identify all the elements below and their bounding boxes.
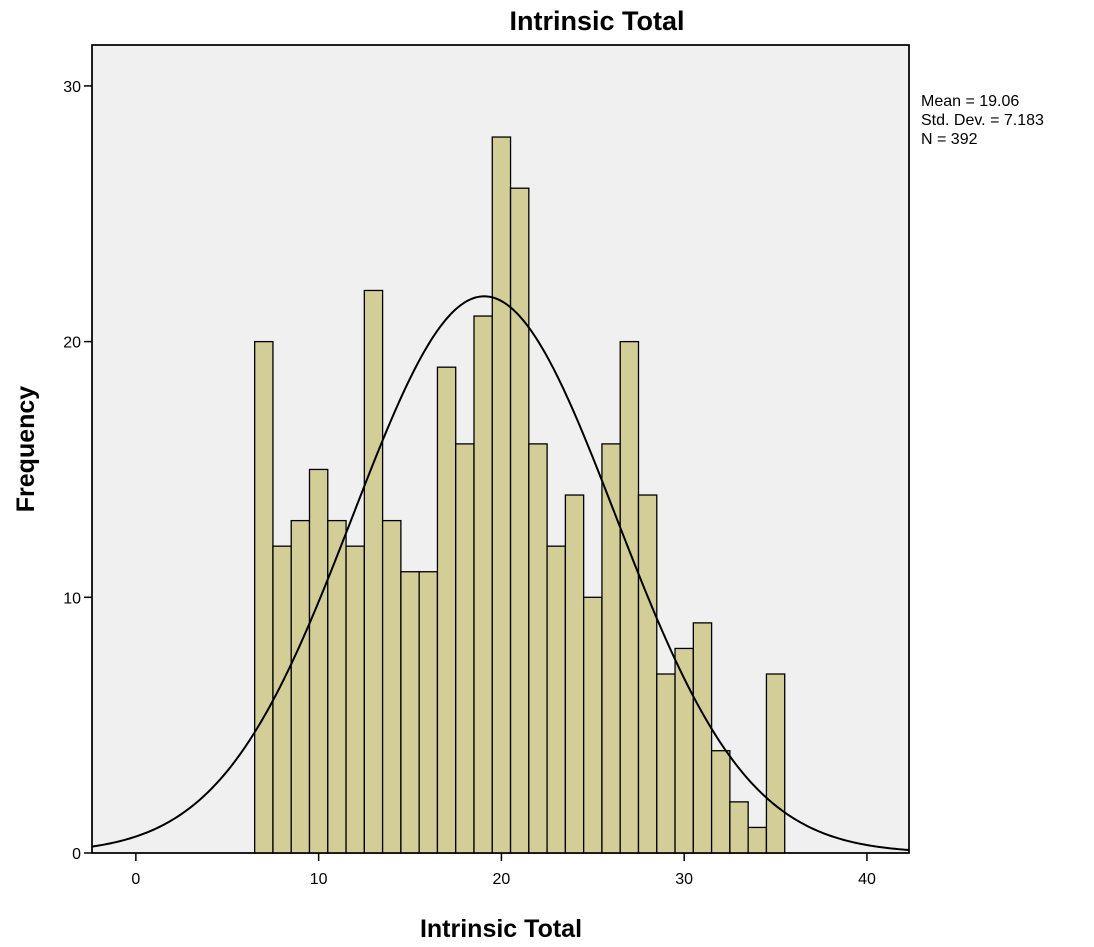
histogram-bar [765,673,786,854]
y-tick-label: 20 [63,335,81,352]
histogram-bar [729,801,749,854]
stats-box: Mean = 19.06 Std. Dev. = 7.183 N = 392 [921,93,1044,148]
normal-curve [91,295,910,852]
histogram-bars [254,136,786,854]
histogram-bar [528,443,548,854]
x-axis: 0 10 20 30 40 [131,853,876,888]
x-axis-label: Intrinsic Total [420,915,582,943]
stats-mean: Mean = 19.06 [921,93,1019,110]
histogram-bar [564,494,585,854]
x-tick-label: 0 [131,871,140,888]
histogram-bar [546,545,567,854]
x-tick-label: 20 [493,871,511,888]
histogram-bar [656,673,676,854]
histogram-bar [692,622,713,854]
plot-frame [91,44,910,854]
y-tick-label: 30 [63,79,81,96]
histogram-bar [400,571,420,854]
y-axis-label: Frequency [12,386,40,513]
histogram-bar [436,366,457,854]
y-tick-label: 0 [72,846,81,863]
histogram-bar [747,826,768,854]
stats-std-dev: Std. Dev. = 7.183 [921,112,1044,129]
histogram-bar [381,519,402,854]
histogram-bar [455,443,475,854]
histogram-bar [254,340,274,854]
y-axis: 0 10 20 30 [63,79,92,863]
y-tick-label: 10 [63,590,81,607]
histogram-bar [619,340,640,854]
histogram-bar [637,494,658,854]
histogram-bar [290,519,311,854]
histogram-bar [710,750,731,854]
x-tick-label: 30 [675,871,693,888]
x-tick-label: 40 [858,871,876,888]
histogram-bar [491,136,512,854]
x-tick-label: 10 [310,871,328,888]
histogram-bar [345,545,365,854]
histogram-bar [272,545,292,854]
histogram-bar [308,468,329,854]
histogram-bar [509,187,530,854]
histogram-bar [363,289,384,854]
histogram-bar [473,315,493,854]
chart-title: Intrinsic Total [509,6,684,36]
histogram-bar [583,596,603,854]
stats-n: N = 392 [921,131,978,148]
histogram-bar [418,571,439,854]
